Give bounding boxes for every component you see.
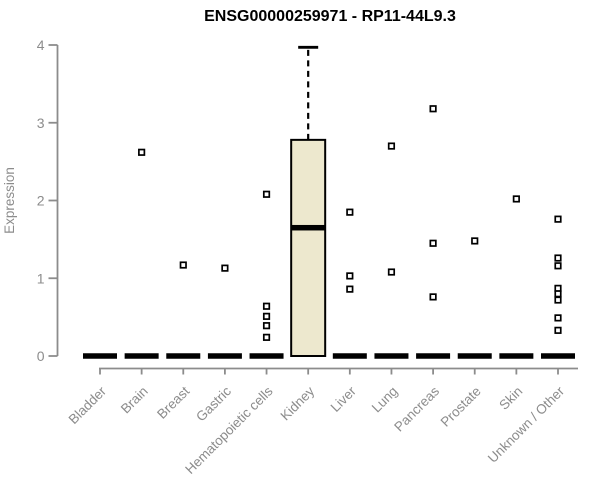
category-label: Breast xyxy=(154,383,192,421)
outlier-point xyxy=(221,264,229,272)
outlier-point xyxy=(179,261,187,269)
collapsed-box xyxy=(374,353,409,359)
outlier-point xyxy=(554,262,562,270)
y-tick-label: 4 xyxy=(37,37,45,53)
outlier-point xyxy=(262,302,271,310)
median-line xyxy=(291,224,326,231)
outlier-point xyxy=(262,190,271,198)
category-label: Bladder xyxy=(66,383,110,427)
category-label: Skin xyxy=(496,384,525,413)
category-label: Pancreas xyxy=(391,383,442,434)
collapsed-box xyxy=(416,353,451,359)
collapsed-box xyxy=(166,353,201,359)
collapsed-box xyxy=(499,353,534,359)
category-label: Liver xyxy=(328,383,360,415)
outlier-point xyxy=(429,293,437,301)
outlier-point xyxy=(429,105,437,113)
category-label: Prostate xyxy=(438,384,484,430)
category-label: Kidney xyxy=(278,383,318,423)
category-label: Unknown / Other xyxy=(485,383,568,466)
outlier-point xyxy=(554,254,562,262)
outlier-point xyxy=(554,290,562,298)
collapsed-box xyxy=(249,353,284,359)
collapsed-box xyxy=(332,353,367,359)
y-tick-label: 1 xyxy=(37,270,45,286)
y-tick-label: 0 xyxy=(37,348,45,364)
outlier-point xyxy=(262,322,271,330)
outlier-point xyxy=(429,239,437,247)
outlier-point xyxy=(554,326,562,334)
collapsed-box xyxy=(457,353,492,359)
y-tick-label: 3 xyxy=(37,115,45,131)
y-axis-label: Expression xyxy=(2,167,17,234)
collapsed-box xyxy=(124,353,159,359)
collapsed-box xyxy=(207,353,242,359)
outlier-point xyxy=(346,285,354,293)
box-body xyxy=(290,138,327,357)
outlier-point xyxy=(387,142,396,150)
outlier-point xyxy=(512,195,520,203)
outlier-point xyxy=(471,237,479,245)
y-tick-label: 2 xyxy=(37,193,45,209)
outlier-point xyxy=(346,272,354,280)
outlier-point xyxy=(554,296,562,304)
category-label: Lung xyxy=(369,384,401,416)
category-label: Gastric xyxy=(193,383,234,424)
outlier-point xyxy=(262,312,271,320)
outlier-point xyxy=(387,268,396,276)
category-label: Brain xyxy=(118,384,151,417)
outlier-point xyxy=(554,314,562,322)
outlier-point xyxy=(346,208,354,216)
outlier-point xyxy=(554,215,562,223)
outlier-point xyxy=(262,333,271,341)
outlier-point xyxy=(138,148,146,156)
chart-title: ENSG00000259971 - RP11-44L9.3 xyxy=(204,8,456,25)
collapsed-box xyxy=(541,353,575,359)
collapsed-box xyxy=(83,353,117,359)
